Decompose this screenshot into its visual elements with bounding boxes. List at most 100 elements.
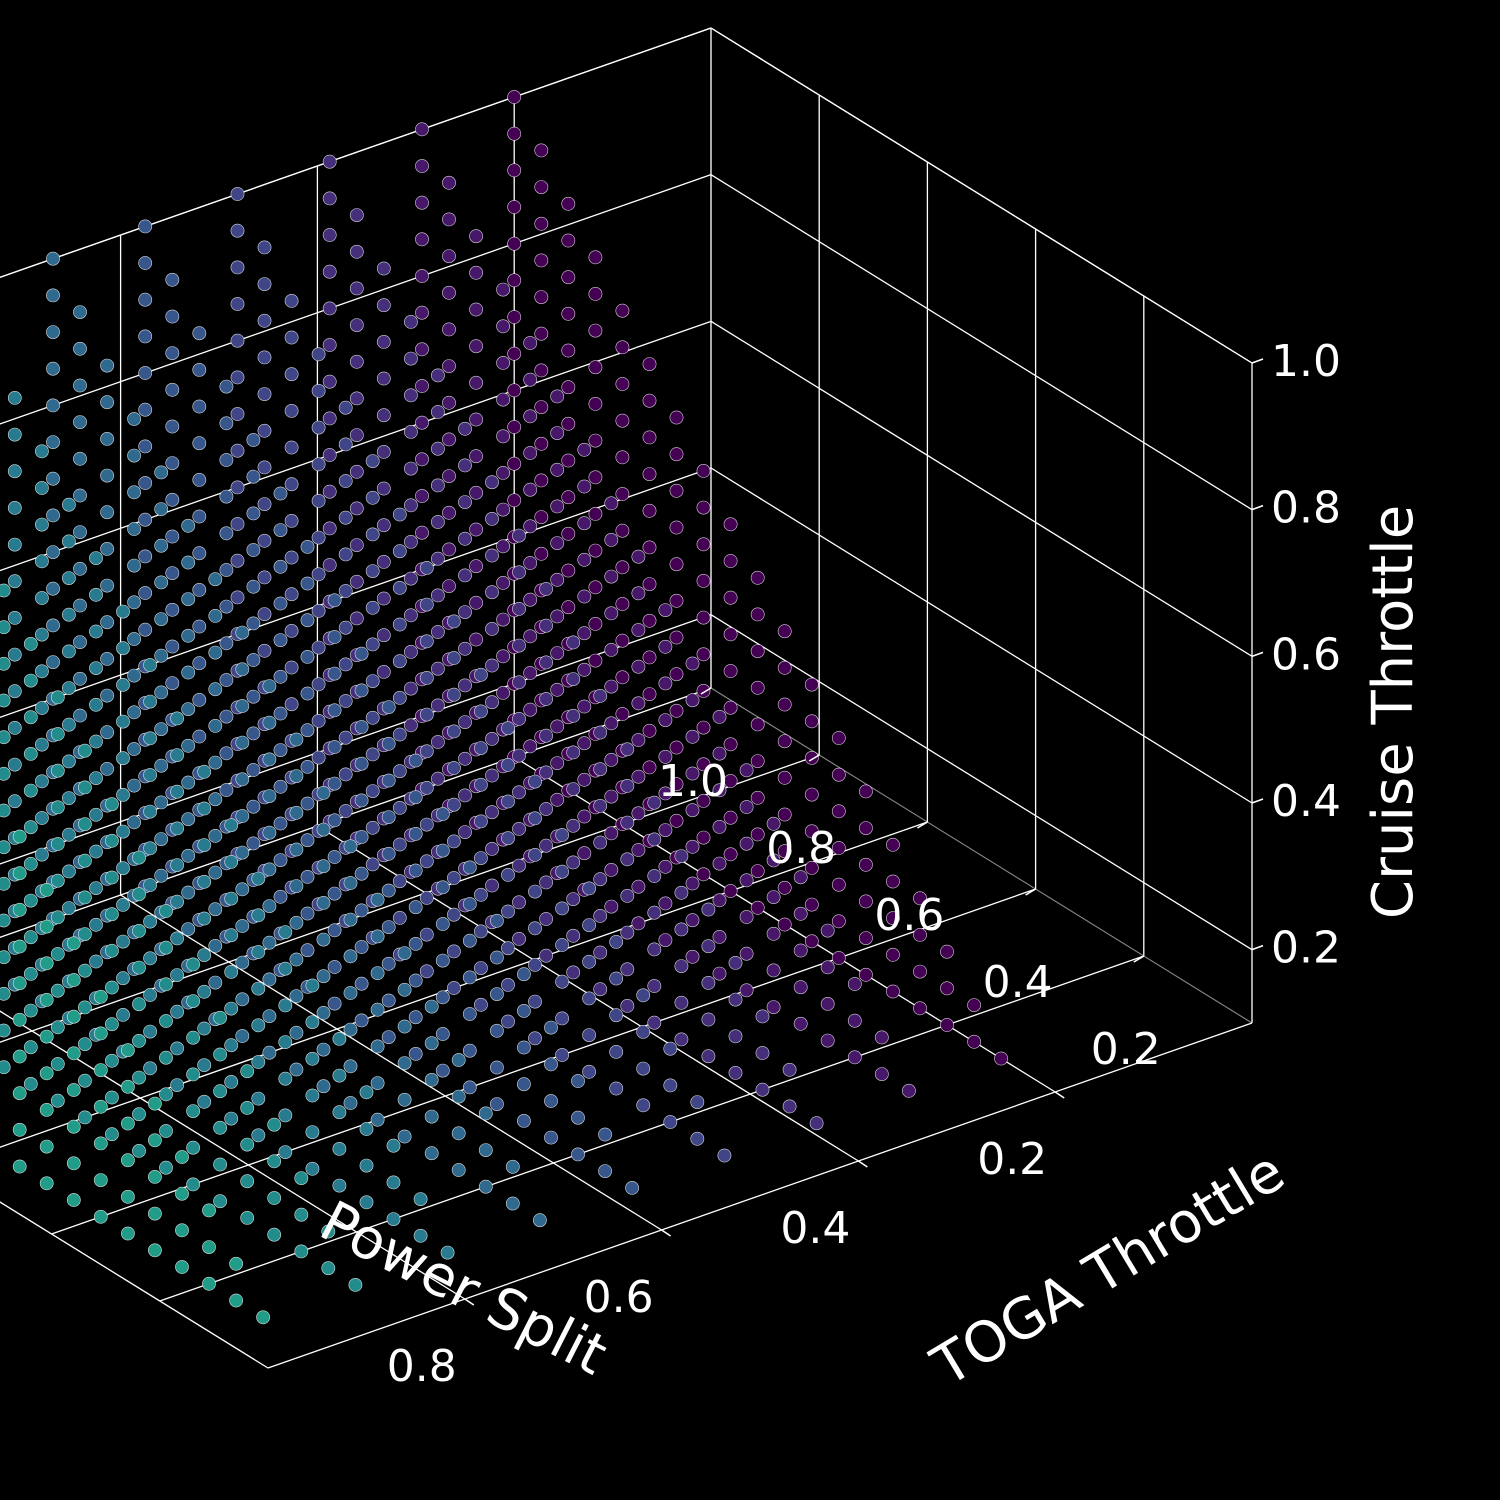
data-point (105, 980, 119, 995)
data-point (322, 558, 337, 572)
data-point (566, 892, 581, 906)
data-point (473, 704, 488, 719)
data-point (143, 731, 157, 746)
y-tick-label: 0.4 (983, 957, 1053, 1008)
data-point (507, 90, 522, 104)
data-point (446, 981, 461, 995)
data-point (820, 997, 835, 1011)
data-point (469, 412, 483, 427)
data-point (154, 465, 169, 480)
data-point (116, 788, 130, 802)
data-point (381, 773, 396, 788)
data-point (311, 530, 326, 545)
data-point (138, 366, 153, 380)
data-point (435, 917, 450, 931)
data-point (338, 767, 353, 782)
data-point (755, 1082, 770, 1097)
data-point (116, 714, 130, 729)
data-point (555, 828, 569, 842)
data-point (343, 912, 358, 927)
gridline (0, 687, 712, 938)
data-point (419, 597, 434, 612)
data-point (246, 616, 261, 631)
data-point (403, 388, 418, 403)
data-point (469, 559, 483, 574)
data-point (831, 804, 846, 819)
data-point (267, 1117, 282, 1132)
data-point (523, 482, 538, 497)
data-point (208, 902, 223, 917)
data-point (73, 451, 87, 466)
data-point (294, 1207, 309, 1222)
data-point (240, 1101, 255, 1115)
data-point (415, 305, 429, 320)
data-point (886, 947, 900, 962)
data-point (73, 415, 87, 429)
data-point (728, 1066, 743, 1080)
data-point (0, 730, 11, 745)
data-point (284, 477, 299, 492)
data-point (267, 1191, 282, 1205)
data-point (561, 453, 576, 468)
gridline (710, 27, 1253, 364)
data-point (446, 724, 461, 739)
data-point (886, 984, 900, 999)
data-point (430, 625, 445, 639)
data-point (539, 875, 553, 890)
data-point (658, 713, 673, 727)
data-point (100, 688, 114, 703)
data-point (403, 535, 418, 549)
data-point (750, 607, 765, 622)
data-point (273, 889, 288, 904)
data-point (507, 383, 522, 398)
data-point (154, 685, 169, 700)
data-point (496, 502, 510, 517)
data-point (386, 1138, 401, 1153)
y-tick-mark (700, 687, 712, 695)
data-point (35, 847, 49, 862)
data-point (230, 553, 245, 568)
x-tick-label: 0.2 (977, 1134, 1047, 1185)
data-point (365, 747, 380, 762)
data-point (793, 906, 808, 921)
data-point (609, 1008, 624, 1023)
data-point (322, 448, 337, 462)
data-point (50, 947, 65, 961)
data-point (219, 783, 234, 797)
data-point (316, 859, 331, 874)
data-point (501, 941, 515, 956)
data-point (528, 994, 542, 1009)
data-point (208, 865, 223, 880)
data-point (230, 480, 245, 495)
data-point (230, 187, 245, 201)
data-point (658, 639, 673, 654)
data-point (197, 911, 212, 926)
data-point (359, 1122, 374, 1136)
data-point (582, 1028, 596, 1042)
data-point (50, 1093, 65, 1108)
y-tick-label: 0.6 (874, 890, 944, 941)
data-point (403, 461, 418, 476)
data-point (550, 609, 565, 624)
data-point (349, 208, 364, 222)
data-point (820, 1033, 835, 1048)
gridline (0, 27, 712, 278)
data-point (251, 1055, 266, 1069)
data-point (804, 934, 819, 949)
data-point (566, 672, 581, 686)
data-point (561, 196, 576, 211)
data-point (365, 637, 380, 652)
data-point (273, 633, 288, 647)
data-point (300, 833, 315, 848)
z-tick-mark (1251, 651, 1264, 658)
data-point (386, 1212, 401, 1226)
data-point (512, 858, 526, 873)
data-point (588, 396, 603, 411)
data-point (582, 991, 596, 1006)
data-point (78, 1073, 92, 1088)
data-point (419, 671, 434, 685)
data-point (100, 468, 114, 483)
gridline (710, 320, 1253, 657)
data-point (588, 653, 603, 668)
data-point (696, 463, 711, 478)
